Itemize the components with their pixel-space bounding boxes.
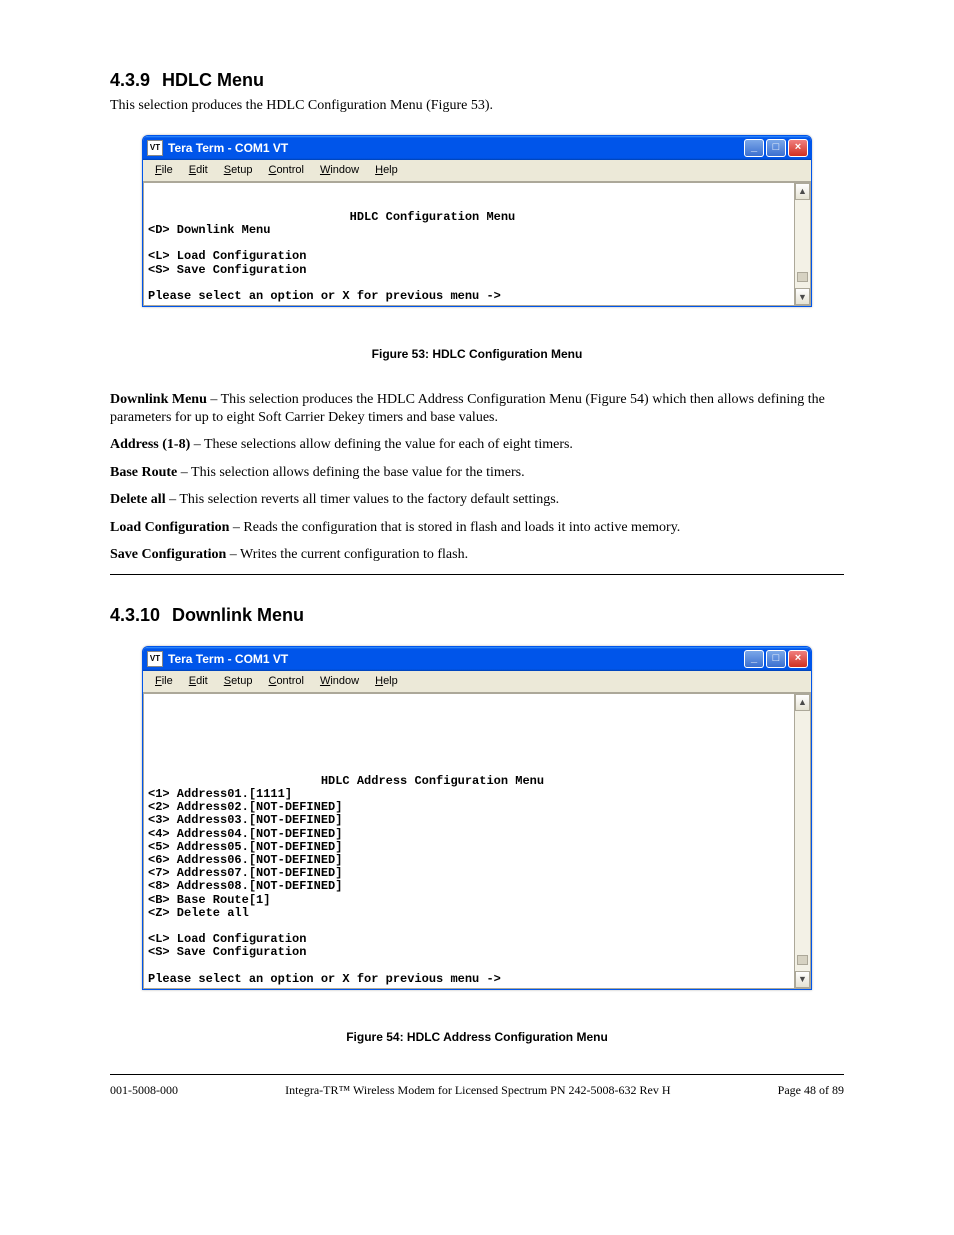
window-title: Tera Term - COM1 VT bbox=[168, 652, 744, 666]
footer-divider bbox=[110, 1074, 844, 1075]
close-button[interactable]: × bbox=[788, 650, 808, 668]
menu-help[interactable]: Help bbox=[367, 673, 406, 689]
titlebar: VT Tera Term - COM1 VT _ □ × bbox=[143, 136, 811, 160]
page-footer: 001-5008-000 Integra-TR™ Wireless Modem … bbox=[110, 1083, 844, 1098]
section-title-text: HDLC Menu bbox=[162, 70, 264, 90]
app-icon: VT bbox=[147, 651, 163, 667]
maximize-button[interactable]: □ bbox=[766, 650, 786, 668]
minimize-button[interactable]: _ bbox=[744, 650, 764, 668]
menu-setup[interactable]: Setup bbox=[216, 162, 261, 178]
scroll-track[interactable] bbox=[795, 711, 810, 971]
window-controls: _ □ × bbox=[744, 139, 808, 157]
scrollbar[interactable]: ▲ ▼ bbox=[794, 693, 811, 989]
desc-base-route: Base Route – This selection allows defin… bbox=[110, 464, 844, 482]
scroll-thumb[interactable] bbox=[797, 955, 808, 965]
menubar: File Edit Setup Control Window Help bbox=[143, 160, 811, 182]
footer-center: Integra-TR™ Wireless Modem for Licensed … bbox=[285, 1083, 670, 1098]
menu-control[interactable]: Control bbox=[260, 673, 311, 689]
menu-file[interactable]: File bbox=[147, 673, 181, 689]
section-title-text: Downlink Menu bbox=[172, 605, 304, 625]
section-number: 4.3.9 bbox=[110, 70, 150, 90]
menu-edit[interactable]: Edit bbox=[181, 162, 216, 178]
terminal-content: HDLC Address Configuration Menu <1> Addr… bbox=[143, 693, 794, 989]
desc-load-config: Load Configuration – Reads the configura… bbox=[110, 519, 844, 537]
menu-setup[interactable]: Setup bbox=[216, 673, 261, 689]
titlebar: VT Tera Term - COM1 VT _ □ × bbox=[143, 647, 811, 671]
window-title: Tera Term - COM1 VT bbox=[168, 141, 744, 155]
desc-downlink: Downlink Menu – This selection produces … bbox=[110, 391, 844, 426]
divider bbox=[110, 574, 844, 575]
terminal-area: HDLC Configuration Menu <D> Downlink Men… bbox=[143, 182, 811, 307]
menu-edit[interactable]: Edit bbox=[181, 673, 216, 689]
figure-caption: Figure 53: HDLC Configuration Menu bbox=[60, 347, 894, 361]
terminal-content: HDLC Configuration Menu <D> Downlink Men… bbox=[143, 182, 794, 307]
footer-left: 001-5008-000 bbox=[110, 1083, 178, 1098]
window-controls: _ □ × bbox=[744, 650, 808, 668]
close-button[interactable]: × bbox=[788, 139, 808, 157]
scroll-up-button[interactable]: ▲ bbox=[795, 694, 810, 711]
scroll-track[interactable] bbox=[795, 200, 810, 289]
scrollbar[interactable]: ▲ ▼ bbox=[794, 182, 811, 307]
scroll-thumb[interactable] bbox=[797, 272, 808, 282]
menu-help[interactable]: Help bbox=[367, 162, 406, 178]
menu-file[interactable]: File bbox=[147, 162, 181, 178]
menubar: File Edit Setup Control Window Help bbox=[143, 671, 811, 693]
section-heading: 4.3.9 HDLC Menu bbox=[110, 70, 894, 91]
section-heading: 4.3.10 Downlink Menu bbox=[110, 605, 894, 626]
figure-caption: Figure 54: HDLC Address Configuration Me… bbox=[60, 1030, 894, 1044]
scroll-down-button[interactable]: ▼ bbox=[795, 288, 810, 305]
menu-control[interactable]: Control bbox=[260, 162, 311, 178]
terminal-window: VT Tera Term - COM1 VT _ □ × File Edit S… bbox=[142, 135, 812, 308]
desc-address: Address (1-8) – These selections allow d… bbox=[110, 436, 844, 454]
menu-window[interactable]: Window bbox=[312, 673, 367, 689]
section-para: This selection produces the HDLC Configu… bbox=[110, 97, 844, 115]
section-number: 4.3.10 bbox=[110, 605, 160, 625]
scroll-down-button[interactable]: ▼ bbox=[795, 971, 810, 988]
menu-window[interactable]: Window bbox=[312, 162, 367, 178]
terminal-area: HDLC Address Configuration Menu <1> Addr… bbox=[143, 693, 811, 989]
desc-save-config: Save Configuration – Writes the current … bbox=[110, 546, 844, 564]
minimize-button[interactable]: _ bbox=[744, 139, 764, 157]
page: 4.3.9 HDLC Menu This selection produces t… bbox=[0, 0, 954, 1168]
terminal-window: VT Tera Term - COM1 VT _ □ × File Edit S… bbox=[142, 646, 812, 990]
desc-delete-all: Delete all – This selection reverts all … bbox=[110, 491, 844, 509]
maximize-button[interactable]: □ bbox=[766, 139, 786, 157]
app-icon: VT bbox=[147, 140, 163, 156]
footer-right: Page 48 of 89 bbox=[778, 1083, 844, 1098]
scroll-up-button[interactable]: ▲ bbox=[795, 183, 810, 200]
